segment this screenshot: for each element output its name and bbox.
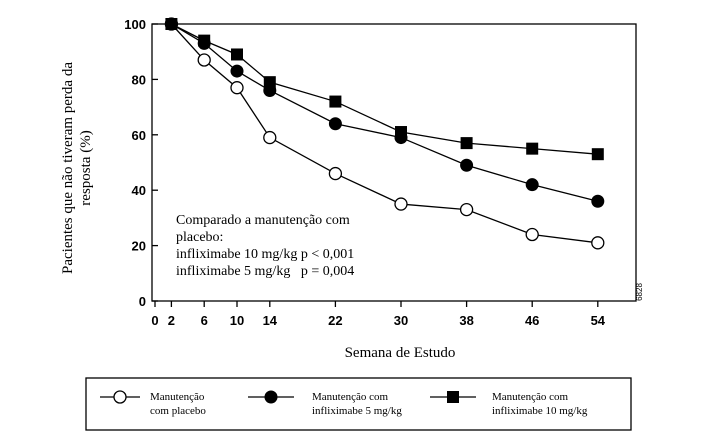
data-point [231, 48, 243, 61]
y-axis-title-line1: Pacientes que não tiveram perda da [60, 62, 76, 274]
x-axis-title: Semana de Estudo [345, 345, 456, 361]
data-point [394, 197, 408, 211]
annotation-line: placebo: [176, 230, 223, 245]
data-point [328, 166, 343, 181]
legend-box [85, 377, 632, 431]
data-point [591, 194, 605, 208]
legend-label: Manutenção com [492, 391, 568, 403]
legend-marker [113, 390, 127, 404]
y-tick-label: 0 [139, 294, 146, 309]
figure-code-tag: 6828 [635, 283, 644, 301]
legend-label: Manutenção com [312, 391, 388, 403]
x-tick-label: 30 [394, 313, 408, 328]
legend-marker [447, 391, 459, 403]
y-tick-label: 60 [132, 128, 146, 143]
x-tick-label: 22 [328, 313, 342, 328]
data-point [525, 227, 539, 242]
x-tick-label: 14 [263, 313, 278, 328]
data-point [230, 81, 244, 95]
legend-label: infliximabe 5 mg/kg [312, 405, 402, 417]
legend-item-filled-circle: Manutenção com infliximabe 5 mg/kg [248, 390, 402, 417]
x-tick-label: 46 [525, 313, 539, 328]
x-tick-label: 0 [151, 313, 158, 328]
legend-label: infliximabe 10 mg/kg [492, 405, 588, 417]
data-point [395, 126, 407, 139]
data-point [165, 18, 178, 30]
data-point [460, 137, 473, 150]
data-point [328, 117, 342, 131]
data-point [526, 142, 539, 155]
data-point [591, 148, 604, 161]
series-filled-circle [164, 17, 605, 208]
data-point [198, 34, 211, 47]
annotation-text: Comparado a manutenção com placebo: inflix… [176, 213, 354, 279]
legend: Manutenção com placebo Manutenção com infli… [85, 377, 632, 431]
legend-marker [264, 390, 278, 404]
y-tick-label: 20 [132, 239, 146, 254]
y-tick-label: 100 [124, 17, 146, 32]
data-point [459, 202, 474, 217]
series-filled-square [165, 18, 604, 161]
data-point [263, 130, 277, 145]
legend-item-filled-square: Manutenção com infliximabe 10 mg/kg [430, 391, 588, 417]
legend-item-open-circle: Manutenção com placebo [100, 390, 206, 417]
y-tick-label: 40 [132, 183, 146, 198]
annotation-line: infliximabe 5 mg/kg p = 0,004 [176, 264, 354, 279]
y-tick-label: 80 [132, 72, 146, 87]
data-point [263, 76, 276, 89]
annotation-line: Comparado a manutenção com [176, 213, 350, 228]
series-open-circle [164, 17, 605, 250]
x-tick-label: 38 [459, 313, 473, 328]
annotation-line: infliximabe 10 mg/kg p < 0,001 [176, 247, 354, 262]
plot-frame [151, 23, 637, 302]
data-point [591, 236, 605, 250]
x-tick-label: 6 [201, 313, 208, 328]
data-point [525, 178, 539, 192]
y-axis-title-line2: resposta (%) [78, 130, 94, 205]
data-point [197, 53, 211, 67]
x-tick-label: 2 [168, 313, 175, 328]
legend-label: Manutenção [150, 391, 205, 403]
x-tick-label: 54 [591, 313, 606, 328]
legend-label: com placebo [150, 405, 206, 417]
data-point [460, 158, 474, 172]
x-tick-label: 10 [230, 313, 244, 328]
data-point [230, 64, 244, 78]
data-point [329, 95, 342, 108]
